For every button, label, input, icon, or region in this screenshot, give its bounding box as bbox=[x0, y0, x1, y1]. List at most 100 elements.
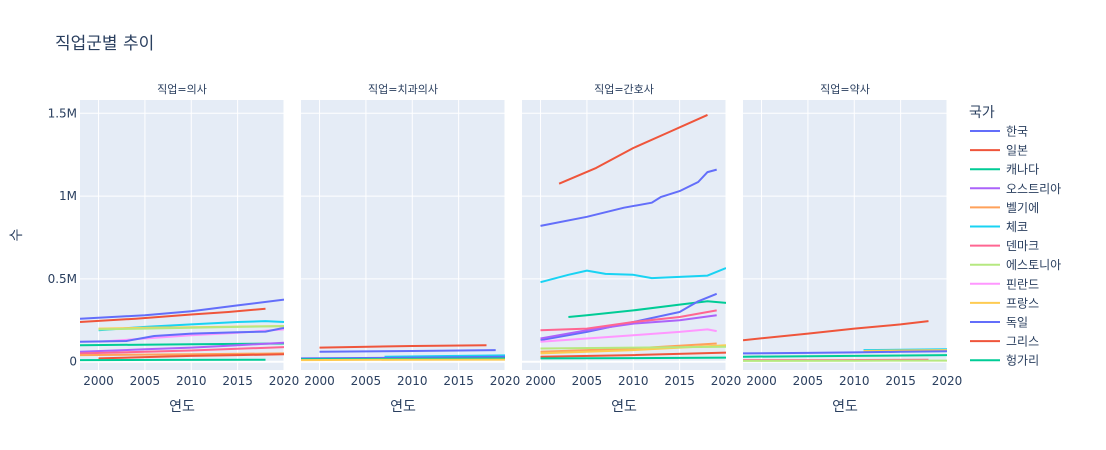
series-line bbox=[80, 341, 284, 353]
legend-label: 에스토니아 bbox=[1006, 258, 1061, 272]
x-axis-title: 연도 bbox=[611, 399, 637, 415]
y-tick-label: 1M bbox=[59, 189, 77, 203]
legend-label: 한국 bbox=[1006, 125, 1028, 139]
x-tick-label: 2015 bbox=[222, 374, 253, 388]
x-tick-label: 2000 bbox=[525, 374, 556, 388]
series-line bbox=[540, 309, 717, 332]
legend-item[interactable]: 독일 bbox=[970, 316, 1028, 330]
legend-label: 그리스 bbox=[1006, 335, 1039, 349]
series-line bbox=[540, 314, 717, 340]
x-axis-title: 연도 bbox=[832, 399, 858, 415]
facet-label: 직업=치과의사 bbox=[368, 83, 438, 96]
x-tick-label: 2015 bbox=[443, 374, 474, 388]
legend-item[interactable]: 헝가리 bbox=[970, 354, 1039, 368]
facet-panel: 직업=의사 2000 2005 2010 2015 2020 연도 0 0.5M 1M 1.5M bbox=[48, 83, 300, 415]
legend-label: 덴마크 bbox=[1006, 239, 1039, 253]
series-line bbox=[80, 307, 266, 323]
legend-label: 오스트리아 bbox=[1006, 182, 1061, 196]
legend-label: 일본 bbox=[1006, 144, 1028, 158]
x-tick-label: 2020 bbox=[711, 374, 742, 388]
series-line bbox=[540, 168, 717, 227]
plot-background bbox=[301, 100, 505, 370]
x-tick-label: 2000 bbox=[304, 374, 335, 388]
x-tick-label: 2020 bbox=[932, 374, 963, 388]
series-group bbox=[80, 298, 284, 362]
x-axis-title: 연도 bbox=[390, 399, 416, 415]
x-tick-label: 2010 bbox=[839, 374, 870, 388]
y-axis-title: 수 bbox=[9, 228, 25, 241]
x-tick-label: 2000 bbox=[746, 374, 777, 388]
series-line bbox=[80, 346, 284, 355]
series-line bbox=[301, 358, 505, 362]
series-line bbox=[384, 354, 505, 358]
legend-item[interactable]: 일본 bbox=[970, 144, 1028, 158]
legend-item[interactable]: 캐나다 bbox=[970, 163, 1039, 177]
facet-label: 직업=의사 bbox=[157, 83, 207, 96]
y-tick-label: 0.5M bbox=[48, 272, 77, 286]
legend: 국가 한국일본캐나다오스트리아벨기에체코덴마크에스토니아핀란드프랑스독일그리스헝… bbox=[969, 105, 1061, 368]
x-tick-label: 2005 bbox=[130, 374, 161, 388]
legend-item[interactable]: 프랑스 bbox=[970, 296, 1039, 310]
x-tick-label: 2020 bbox=[269, 374, 300, 388]
series-line bbox=[558, 113, 708, 185]
x-tick-label: 2000 bbox=[83, 374, 114, 388]
series-line bbox=[540, 345, 726, 350]
legend-item[interactable]: 체코 bbox=[970, 220, 1028, 234]
legend-item[interactable]: 벨기에 bbox=[970, 201, 1039, 215]
y-tick-label: 1.5M bbox=[48, 106, 77, 120]
legend-label: 핀란드 bbox=[1006, 277, 1039, 291]
legend-label: 벨기에 bbox=[1006, 201, 1039, 215]
legend-item[interactable]: 한국 bbox=[970, 125, 1028, 139]
facet-panel: 직업=치과의사 2000 2005 2010 2015 2020 연도 bbox=[301, 83, 520, 415]
legend-label: 프랑스 bbox=[1006, 296, 1039, 310]
series-group bbox=[540, 113, 726, 360]
x-tick-label: 2020 bbox=[490, 374, 521, 388]
series-group bbox=[743, 320, 947, 362]
series-line bbox=[80, 352, 284, 357]
legend-label: 헝가리 bbox=[1006, 354, 1039, 368]
x-tick-label: 2005 bbox=[572, 374, 603, 388]
series-line bbox=[863, 349, 947, 352]
series-line bbox=[540, 267, 726, 284]
legend-item[interactable]: 그리스 bbox=[970, 335, 1039, 349]
series-line bbox=[743, 320, 929, 342]
x-tick-label: 2010 bbox=[176, 374, 207, 388]
series-line bbox=[80, 326, 284, 343]
legend-label: 독일 bbox=[1006, 316, 1028, 330]
x-axis-title: 연도 bbox=[169, 399, 195, 415]
plot-background bbox=[743, 100, 947, 370]
x-tick-label: 2010 bbox=[618, 374, 649, 388]
legend-title: 국가 bbox=[969, 105, 995, 121]
facet-label: 직업=간호사 bbox=[594, 83, 654, 96]
series-line bbox=[98, 325, 284, 331]
series-group bbox=[301, 344, 505, 362]
x-tick-label: 2005 bbox=[351, 374, 382, 388]
series-line bbox=[743, 354, 947, 358]
series-line bbox=[98, 353, 284, 360]
chart-title: 직업군별 추이 bbox=[55, 34, 154, 54]
legend-item[interactable]: 오스트리아 bbox=[970, 182, 1061, 196]
facet-panel: 직업=약사 2000 2005 2010 2015 2020 연도 bbox=[743, 82, 962, 415]
series-line bbox=[80, 298, 284, 320]
legend-label: 체코 bbox=[1006, 220, 1028, 234]
series-line bbox=[540, 328, 717, 343]
legend-label: 캐나다 bbox=[1006, 163, 1039, 177]
series-line bbox=[540, 351, 726, 358]
series-line bbox=[319, 349, 496, 353]
x-tick-label: 2010 bbox=[397, 374, 428, 388]
legend-item[interactable]: 핀란드 bbox=[970, 277, 1039, 291]
series-line bbox=[540, 356, 726, 360]
facet-label: 직업=약사 bbox=[820, 82, 870, 96]
series-line bbox=[568, 300, 726, 318]
x-tick-label: 2015 bbox=[885, 374, 916, 388]
facet-panel: 직업=간호사 2000 2005 2010 2015 2020 연도 bbox=[522, 83, 741, 415]
legend-item[interactable]: 에스토니아 bbox=[970, 258, 1061, 272]
series-line bbox=[540, 292, 718, 342]
x-tick-label: 2015 bbox=[664, 374, 695, 388]
x-tick-label: 2005 bbox=[793, 374, 824, 388]
series-line bbox=[743, 350, 947, 355]
y-tick-label: 0 bbox=[69, 355, 77, 369]
legend-item[interactable]: 덴마크 bbox=[970, 239, 1039, 253]
